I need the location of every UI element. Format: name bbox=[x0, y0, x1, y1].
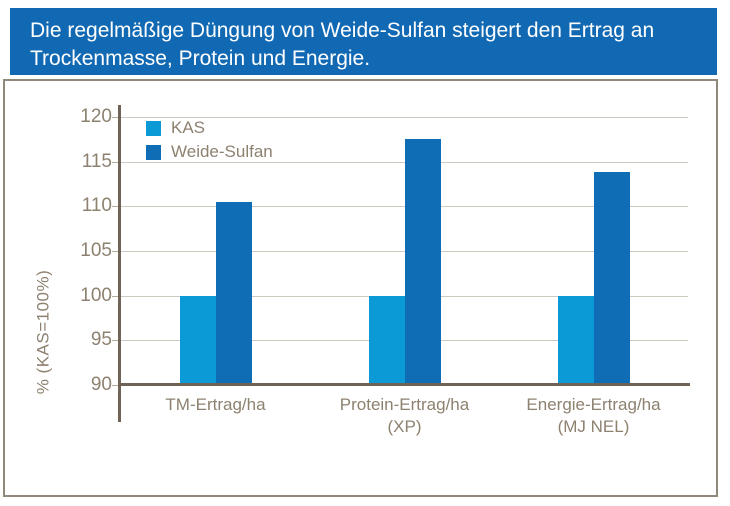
gridline bbox=[121, 117, 688, 118]
x-category-label-line: Protein-Ertrag/ha bbox=[339, 395, 470, 414]
bar-kas bbox=[557, 295, 594, 385]
y-tick-mark bbox=[112, 385, 118, 386]
y-tick-label: 110 bbox=[81, 195, 112, 217]
title-banner: Die regelmäßige Düngung von Weide-Sulfan… bbox=[10, 8, 717, 75]
y-tick-label: 105 bbox=[80, 240, 112, 261]
y-tick-label: 95 bbox=[90, 329, 112, 351]
bar-kas bbox=[368, 295, 405, 385]
bar-weide-sulfan bbox=[215, 201, 252, 385]
y-axis-title: % (KAS=100%) bbox=[31, 198, 55, 466]
x-category-label: TM-Ertrag/ha bbox=[106, 394, 326, 416]
legend-item: KAS bbox=[146, 116, 273, 140]
y-tick-mark bbox=[112, 206, 118, 208]
bar-weide-sulfan bbox=[404, 139, 441, 385]
page-title: Die regelmäßige Düngung von Weide-Sulfan… bbox=[30, 19, 655, 70]
y-tick-mark bbox=[112, 161, 118, 163]
y-axis-title-text: % (KAS=100%) bbox=[33, 269, 52, 395]
legend: KAS Weide-Sulfan bbox=[146, 116, 273, 164]
y-tick-label: 90 bbox=[90, 374, 112, 395]
y-tick-mark bbox=[112, 117, 118, 118]
plot-area: 90 95 100 105 110 115 120 TM-Ertrag/ha Protein-E… bbox=[80, 106, 690, 436]
legend-swatch-icon bbox=[146, 144, 161, 160]
legend-label: KAS bbox=[171, 118, 206, 137]
legend-swatch-icon bbox=[146, 120, 161, 136]
x-category-label-line: Energie-Ertrag/ha bbox=[526, 395, 661, 414]
y-tick-mark bbox=[112, 340, 118, 342]
x-category-label-line: TM-Ertrag/ha bbox=[165, 395, 266, 414]
y-tick-mark bbox=[112, 295, 118, 297]
y-tick-label: 100 bbox=[80, 284, 112, 306]
x-category-label: Energie-Ertrag/ha (MJ NEL) bbox=[484, 394, 704, 438]
legend-label: Weide-Sulfan bbox=[171, 142, 273, 161]
x-category-label-line: (XP) bbox=[387, 417, 422, 436]
y-tick-label: 120 bbox=[80, 106, 112, 127]
bar-weide-sulfan bbox=[593, 172, 630, 385]
y-tick-label: 115 bbox=[81, 150, 112, 172]
x-category-label-line: (MJ NEL) bbox=[557, 417, 630, 436]
legend-item: Weide-Sulfan bbox=[146, 140, 273, 164]
x-axis-line bbox=[118, 383, 690, 386]
bar-kas bbox=[179, 295, 216, 385]
y-axis-line bbox=[118, 105, 121, 422]
y-tick-mark bbox=[112, 251, 118, 252]
x-category-label: Protein-Ertrag/ha (XP) bbox=[295, 394, 515, 438]
